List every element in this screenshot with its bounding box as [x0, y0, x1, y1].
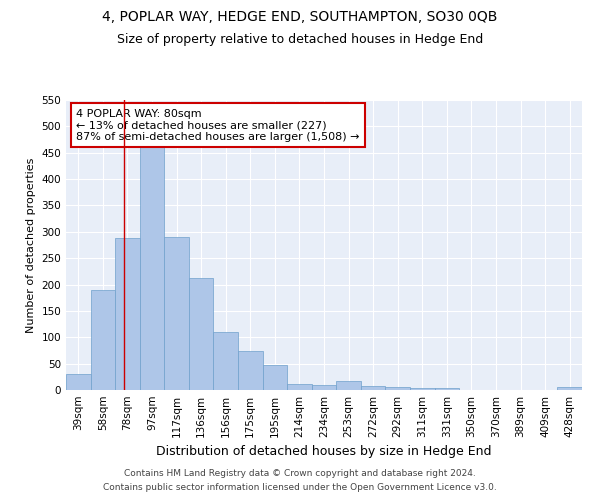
- Bar: [91, 290, 115, 390]
- Bar: [557, 388, 582, 390]
- Bar: [410, 388, 434, 390]
- Bar: [238, 351, 263, 390]
- Bar: [263, 365, 287, 390]
- Bar: [385, 387, 410, 390]
- Text: Contains HM Land Registry data © Crown copyright and database right 2024.: Contains HM Land Registry data © Crown c…: [124, 468, 476, 477]
- Bar: [66, 374, 91, 390]
- X-axis label: Distribution of detached houses by size in Hedge End: Distribution of detached houses by size …: [156, 446, 492, 458]
- Bar: [287, 384, 312, 390]
- Text: Contains public sector information licensed under the Open Government Licence v3: Contains public sector information licen…: [103, 484, 497, 492]
- Bar: [336, 381, 361, 390]
- Bar: [434, 388, 459, 390]
- Text: Size of property relative to detached houses in Hedge End: Size of property relative to detached ho…: [117, 32, 483, 46]
- Bar: [189, 278, 214, 390]
- Bar: [140, 148, 164, 390]
- Bar: [214, 332, 238, 390]
- Bar: [164, 237, 189, 390]
- Text: 4 POPLAR WAY: 80sqm
← 13% of detached houses are smaller (227)
87% of semi-detac: 4 POPLAR WAY: 80sqm ← 13% of detached ho…: [76, 108, 360, 142]
- Y-axis label: Number of detached properties: Number of detached properties: [26, 158, 36, 332]
- Bar: [312, 384, 336, 390]
- Bar: [361, 386, 385, 390]
- Bar: [115, 238, 140, 390]
- Text: 4, POPLAR WAY, HEDGE END, SOUTHAMPTON, SO30 0QB: 4, POPLAR WAY, HEDGE END, SOUTHAMPTON, S…: [103, 10, 497, 24]
